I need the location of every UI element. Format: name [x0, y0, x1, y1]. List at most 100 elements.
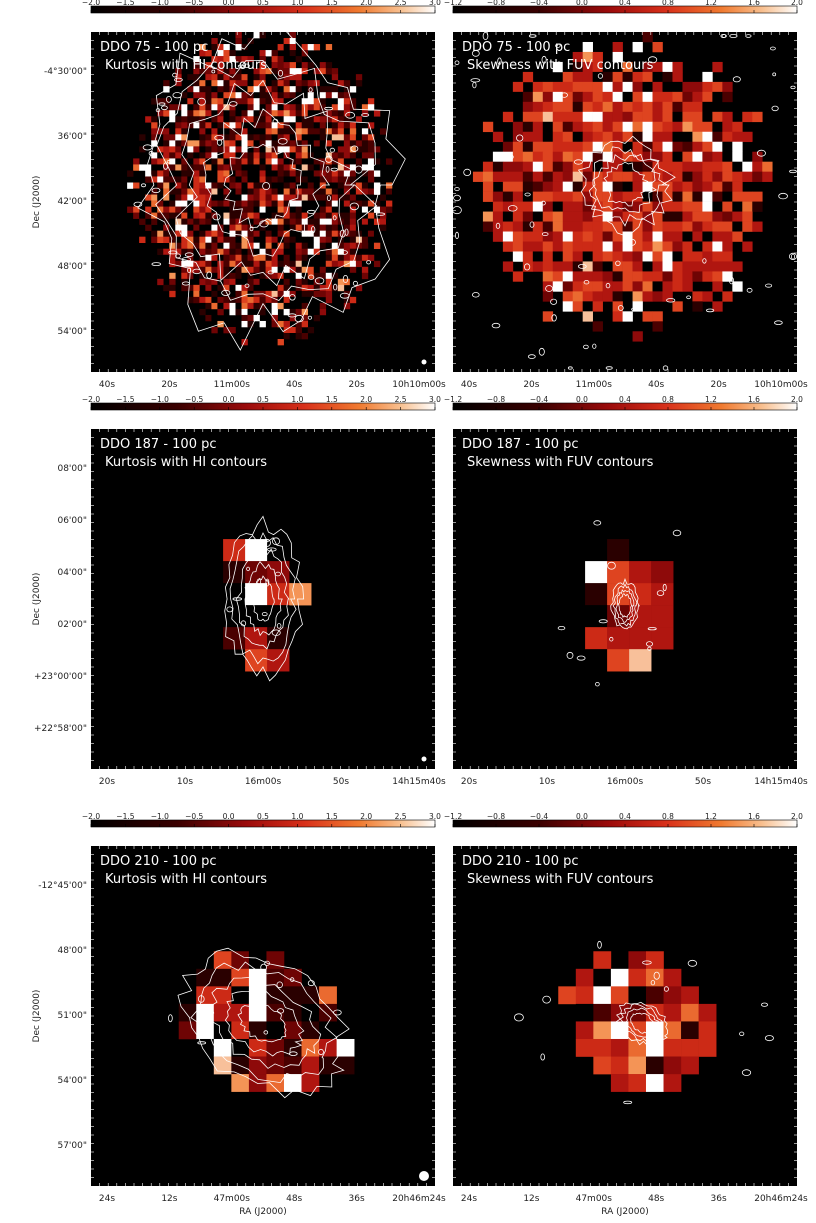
- heatmap-cell: [265, 200, 272, 207]
- x-tick-label: 20h46m24s: [754, 1194, 808, 1204]
- heatmap-cell: [247, 62, 254, 69]
- heatmap-cell: [181, 302, 188, 310]
- heatmap-cell: [235, 68, 242, 75]
- heatmap-cell: [259, 224, 266, 231]
- heatmap-cell: [331, 242, 339, 250]
- heatmap-cell: [181, 284, 188, 292]
- heatmap-cell: [241, 50, 248, 57]
- heatmap-cell: [379, 128, 387, 135]
- heatmap-cell: [367, 158, 375, 165]
- heatmap-cell: [289, 272, 296, 280]
- heatmap-cell: [229, 212, 236, 219]
- heatmap-cell: [295, 224, 302, 231]
- heatmap-cell: [349, 134, 357, 141]
- heatmap-cell: [289, 260, 296, 268]
- heatmap-cell: [217, 182, 224, 189]
- heatmap-cell: [343, 182, 351, 189]
- heatmap-cell: [295, 146, 302, 153]
- heatmap-cell: [277, 188, 284, 195]
- heatmap-cell: [217, 284, 224, 292]
- heatmap-cell: [241, 254, 248, 262]
- heatmap-cell: [343, 104, 351, 111]
- heatmap-cell: [602, 121, 613, 133]
- heatmap-cell: [612, 111, 623, 123]
- heatmap-cell: [349, 266, 357, 274]
- heatmap-cell: [552, 151, 564, 162]
- heatmap-cell: [235, 164, 242, 171]
- heatmap-cell: [622, 171, 633, 182]
- heatmap-cell: [211, 98, 218, 105]
- heatmap-cell: [223, 152, 230, 159]
- heatmap-cell: [289, 218, 296, 225]
- heatmap-cell: [349, 98, 357, 105]
- heatmap-cell: [542, 281, 554, 292]
- heatmap-cell: [582, 311, 593, 322]
- heatmap-cell: [307, 116, 315, 123]
- heatmap-cell: [217, 62, 224, 69]
- heatmap-cell: [181, 200, 188, 207]
- heatmap-cell: [205, 164, 212, 171]
- heatmap-cell: [283, 110, 290, 117]
- heatmap-cell: [331, 230, 339, 237]
- heatmap-cell: [532, 201, 544, 212]
- heatmap-cell: [301, 230, 309, 237]
- heatmap-cell: [241, 212, 248, 219]
- heatmap-cell: [331, 278, 339, 286]
- heatmap-cell: [702, 181, 713, 192]
- heatmap-cell: [582, 291, 593, 302]
- heatmap-cell: [722, 251, 733, 262]
- heatmap-cell: [642, 101, 653, 113]
- heatmap-cell: [307, 284, 315, 292]
- heatmap-cell: [652, 241, 663, 252]
- heatmap-cell: [229, 236, 236, 243]
- heatmap-cell: [229, 50, 236, 57]
- heatmap-cell: [662, 81, 673, 93]
- heatmap-cell: [187, 128, 194, 135]
- heatmap-cell: [552, 131, 564, 143]
- colorbar-tick-label: −0.8: [487, 395, 505, 404]
- x-tick-label: 14h15m40s: [754, 777, 808, 787]
- contour-island: [507, 205, 518, 212]
- heatmap-cell: [532, 191, 544, 202]
- heatmap-cell: [301, 44, 309, 51]
- heatmap-cell: [295, 320, 302, 328]
- heatmap-cell: [199, 230, 206, 237]
- heatmap-cell: [259, 116, 266, 123]
- heatmap-cell: [205, 152, 212, 159]
- heatmap-cell: [145, 200, 152, 207]
- heatmap-cell: [343, 200, 351, 207]
- x-tick-label: 10h10m00s: [392, 380, 446, 390]
- contour-island: [663, 986, 669, 992]
- heatmap-cell: [319, 140, 327, 147]
- heatmap-cell: [572, 251, 583, 262]
- heatmap-cell: [229, 92, 236, 99]
- colorbar-tick-label: −1.0: [151, 812, 169, 821]
- contour-island: [702, 258, 707, 264]
- contour-island: [540, 200, 546, 206]
- contour-island: [551, 314, 557, 322]
- colorbar-tick-label: −1.0: [151, 395, 169, 404]
- heatmap-cell: [355, 116, 363, 123]
- heatmap-cell: [211, 110, 218, 117]
- heatmap-cell: [337, 158, 345, 165]
- heatmap-cell: [672, 71, 683, 83]
- heatmap-cell: [253, 248, 260, 256]
- heatmap-cell: [552, 251, 564, 262]
- heatmap-cell: [229, 56, 236, 63]
- heatmap-cell: [271, 50, 278, 57]
- heatmap-cell: [163, 218, 170, 225]
- heatmap-cell: [277, 68, 284, 75]
- heatmap-cell: [522, 241, 534, 252]
- heatmap-cell: [502, 221, 514, 232]
- heatmap-cell: [213, 1003, 232, 1022]
- heatmap-cell: [732, 221, 743, 232]
- heatmap-cell: [205, 236, 212, 243]
- heatmap-cell: [205, 260, 212, 268]
- heatmap-cell: [229, 290, 236, 298]
- heatmap-cell: [241, 218, 248, 225]
- heatmap-cell: [253, 284, 260, 292]
- heatmap-cell: [642, 281, 653, 292]
- heatmap-cell: [259, 236, 266, 243]
- heatmap-cell: [562, 71, 574, 83]
- heatmap-cell: [259, 86, 266, 93]
